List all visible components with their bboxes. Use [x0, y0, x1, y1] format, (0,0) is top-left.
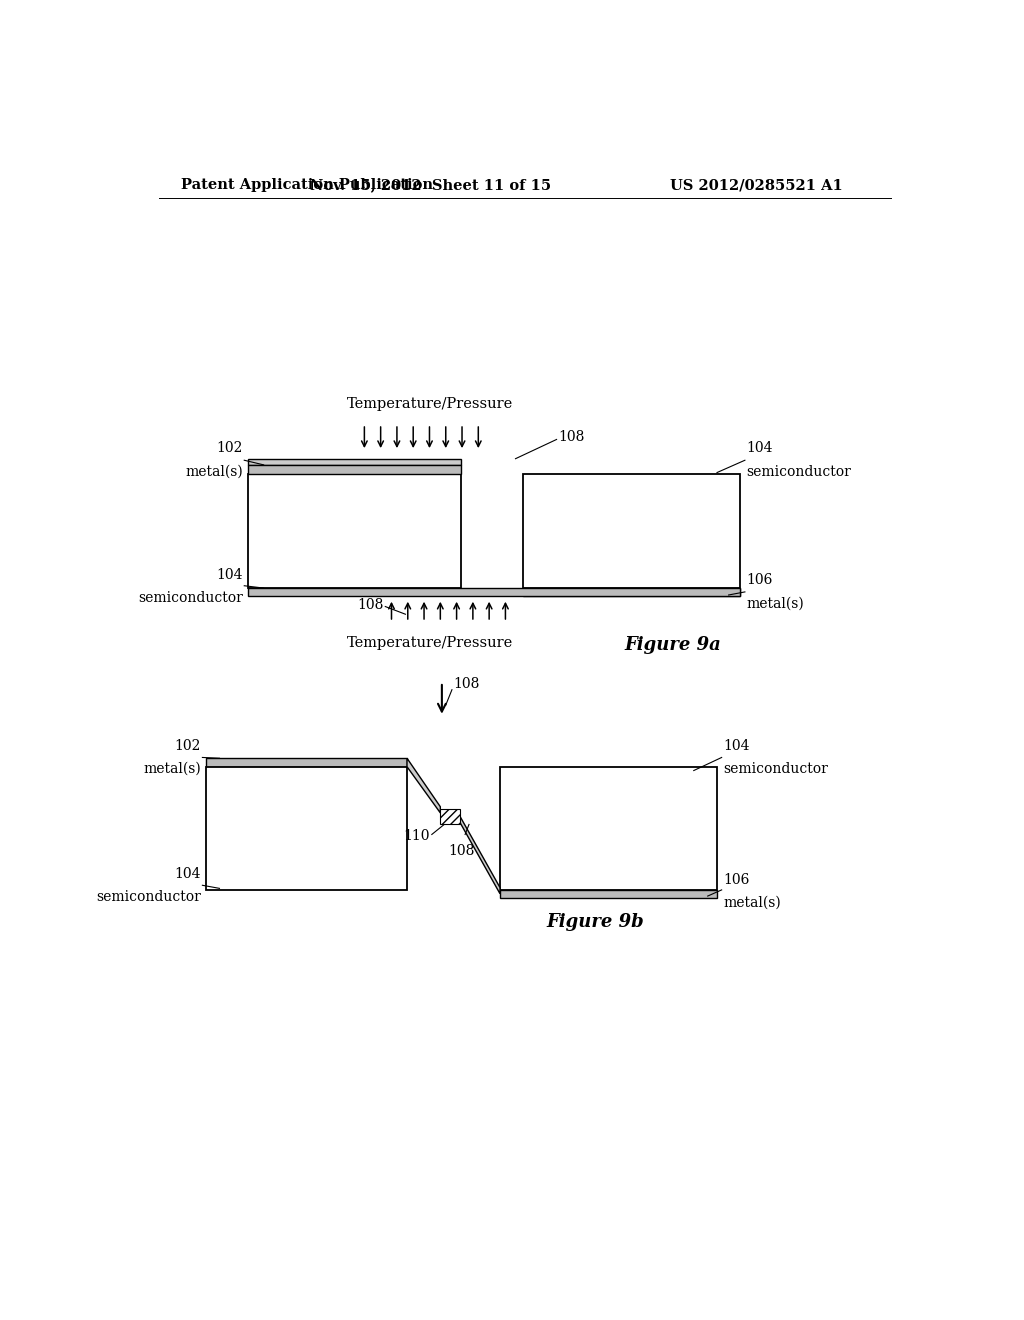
Text: US 2012/0285521 A1: US 2012/0285521 A1 — [671, 178, 843, 193]
Text: 108: 108 — [449, 843, 474, 858]
Text: Figure 9a: Figure 9a — [624, 636, 721, 653]
Text: Temperature/Pressure: Temperature/Pressure — [347, 636, 513, 649]
Polygon shape — [459, 814, 500, 894]
Text: metal(s): metal(s) — [185, 465, 243, 479]
Text: semiconductor: semiconductor — [746, 465, 851, 479]
Text: Figure 9b: Figure 9b — [547, 913, 644, 931]
Text: metal(s): metal(s) — [143, 762, 201, 776]
Text: 108: 108 — [357, 598, 384, 612]
Bar — [523, 589, 740, 595]
Text: 104: 104 — [746, 441, 773, 455]
Text: Nov. 15, 2012  Sheet 11 of 15: Nov. 15, 2012 Sheet 11 of 15 — [309, 178, 551, 193]
Text: 102: 102 — [174, 739, 201, 752]
Bar — [440, 809, 460, 825]
Text: metal(s): metal(s) — [746, 597, 804, 611]
Text: 104: 104 — [216, 568, 243, 582]
Text: 102: 102 — [216, 441, 243, 455]
Text: 106: 106 — [723, 873, 750, 887]
Bar — [206, 758, 407, 767]
Bar — [523, 474, 740, 589]
Text: 106: 106 — [746, 573, 773, 587]
Bar — [500, 767, 717, 890]
Bar — [500, 890, 717, 899]
Bar — [248, 589, 740, 595]
Polygon shape — [407, 758, 440, 813]
Text: 108: 108 — [454, 677, 480, 690]
Text: semiconductor: semiconductor — [96, 890, 201, 904]
Text: 110: 110 — [403, 829, 430, 843]
Bar — [248, 459, 461, 465]
Bar — [248, 474, 461, 589]
Text: 108: 108 — [558, 430, 585, 444]
Text: semiconductor: semiconductor — [138, 591, 243, 605]
Text: metal(s): metal(s) — [723, 896, 781, 909]
Bar — [248, 465, 461, 474]
Text: semiconductor: semiconductor — [723, 762, 828, 776]
Text: Temperature/Pressure: Temperature/Pressure — [347, 397, 513, 411]
Bar — [206, 767, 407, 890]
Text: 104: 104 — [723, 739, 750, 752]
Text: 104: 104 — [174, 867, 201, 880]
Text: Patent Application Publication: Patent Application Publication — [180, 178, 433, 193]
